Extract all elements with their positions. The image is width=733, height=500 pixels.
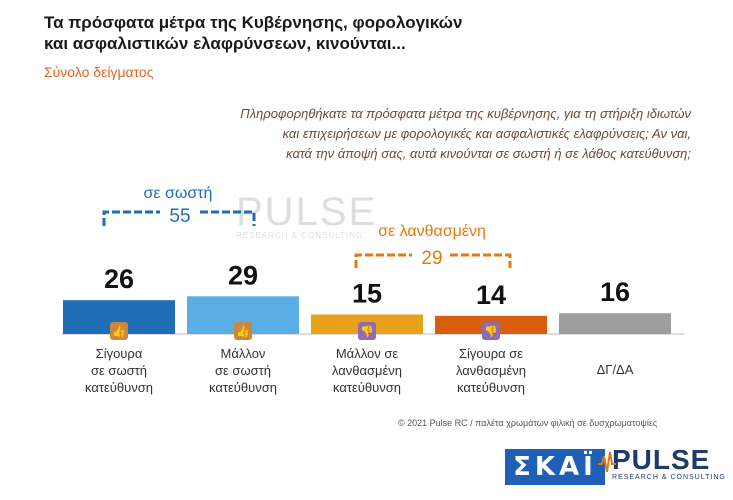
category-label-1-line-1: Σίγουρα bbox=[96, 346, 143, 361]
data-label-3: 15 bbox=[352, 279, 382, 309]
thumbs-down-icon-glyph: 👎 bbox=[360, 325, 374, 338]
chart-title: Τα πρόσφατα μέτρα της Κυβέρνησης, φορολο… bbox=[44, 12, 684, 54]
category-label-3-line-2: λανθασμένη bbox=[332, 363, 402, 378]
survey-question: Πληροφορηθήκατε τα πρόσφατα μέτρα της κυ… bbox=[91, 104, 691, 164]
category-label-1-line-3: κατεύθυνση bbox=[85, 380, 153, 395]
question-line-2: και επιχειρήσεων με φορολογικές και ασφα… bbox=[282, 126, 691, 141]
data-label-5: 16 bbox=[600, 277, 630, 307]
skai-logo: ΣΚΑΪ bbox=[505, 449, 605, 485]
pulse-logo-word: PULSE bbox=[612, 444, 711, 475]
double-thumbs-up-icon-glyph: 👍 bbox=[112, 325, 126, 338]
pulse-logo-sub: RESEARCH & CONSULTING bbox=[612, 474, 726, 481]
category-label-1-line-2: σε σωστή bbox=[91, 363, 147, 378]
watermark-main: PULSE bbox=[236, 190, 378, 234]
bar-5 bbox=[559, 313, 671, 334]
group-correct-label: σε σωστή bbox=[144, 185, 213, 202]
chart-subtitle: Σύνολο δείγματος bbox=[44, 64, 154, 80]
group-wrong-label: σε λανθασμένη bbox=[378, 223, 486, 240]
category-label-5-line-1: ΔΓ/ΔΑ bbox=[597, 362, 634, 377]
category-label-4-line-1: Σίγουρα σε bbox=[459, 346, 523, 361]
bars-group: 26 👍 Σίγουρα σε σωστή κατεύθυνση 29 👍 Μάλλον σε … bbox=[63, 260, 671, 395]
data-label-1: 26 bbox=[104, 264, 134, 294]
category-label-4-line-2: λανθασμένη bbox=[456, 363, 526, 378]
question-line-3: κατά την άποψή σας, αυτά κινούνται σε σω… bbox=[286, 146, 691, 161]
category-label-2-line-3: κατεύθυνση bbox=[209, 380, 277, 395]
pulse-wave-icon bbox=[598, 451, 616, 473]
thumbs-up-icon-glyph: 👍 bbox=[236, 325, 250, 338]
category-label-4-line-3: κατεύθυνση bbox=[457, 380, 525, 395]
group-wrong: σε λανθασμένη 29 bbox=[354, 223, 512, 269]
thumbs-down-icon bbox=[358, 322, 376, 340]
group-correct-total: 55 bbox=[169, 206, 190, 227]
thumbs-up-icon bbox=[234, 322, 252, 340]
double-thumbs-down-icon-glyph: 👎 bbox=[484, 325, 498, 338]
data-label-2: 29 bbox=[228, 260, 258, 290]
footer-credit: © 2021 Pulse RC / παλέτα χρωμάτων φιλική… bbox=[398, 418, 658, 428]
data-label-4: 14 bbox=[476, 280, 506, 310]
group-wrong-bracket bbox=[354, 253, 512, 268]
title-line-2: και ασφαλιστικών ελαφρύνσεων, κινούνται.… bbox=[44, 34, 406, 53]
title-line-1: Τα πρόσφατα μέτρα της Κυβέρνησης, φορολο… bbox=[44, 13, 463, 32]
double-thumbs-up-icon bbox=[110, 322, 128, 340]
category-label-3-line-1: Μάλλον σε bbox=[336, 346, 399, 361]
group-wrong-total: 29 bbox=[421, 248, 442, 269]
group-correct: σε σωστή 55 bbox=[102, 185, 256, 227]
category-label-2-line-1: Μάλλον bbox=[221, 346, 266, 361]
question-line-1: Πληροφορηθήκατε τα πρόσφατα μέτρα της κυ… bbox=[240, 106, 691, 121]
double-thumbs-down-icon bbox=[482, 322, 500, 340]
pulse-logo: PULSE RESEARCH & CONSULTING bbox=[598, 444, 726, 481]
group-correct-bracket bbox=[102, 210, 256, 226]
watermark-sub: RESEARCH & CONSULTING bbox=[236, 231, 364, 240]
category-label-2-line-2: σε σωστή bbox=[215, 363, 271, 378]
category-label-3-line-3: κατεύθυνση bbox=[333, 380, 401, 395]
pulse-watermark: PULSE RESEARCH & CONSULTING bbox=[236, 190, 377, 240]
